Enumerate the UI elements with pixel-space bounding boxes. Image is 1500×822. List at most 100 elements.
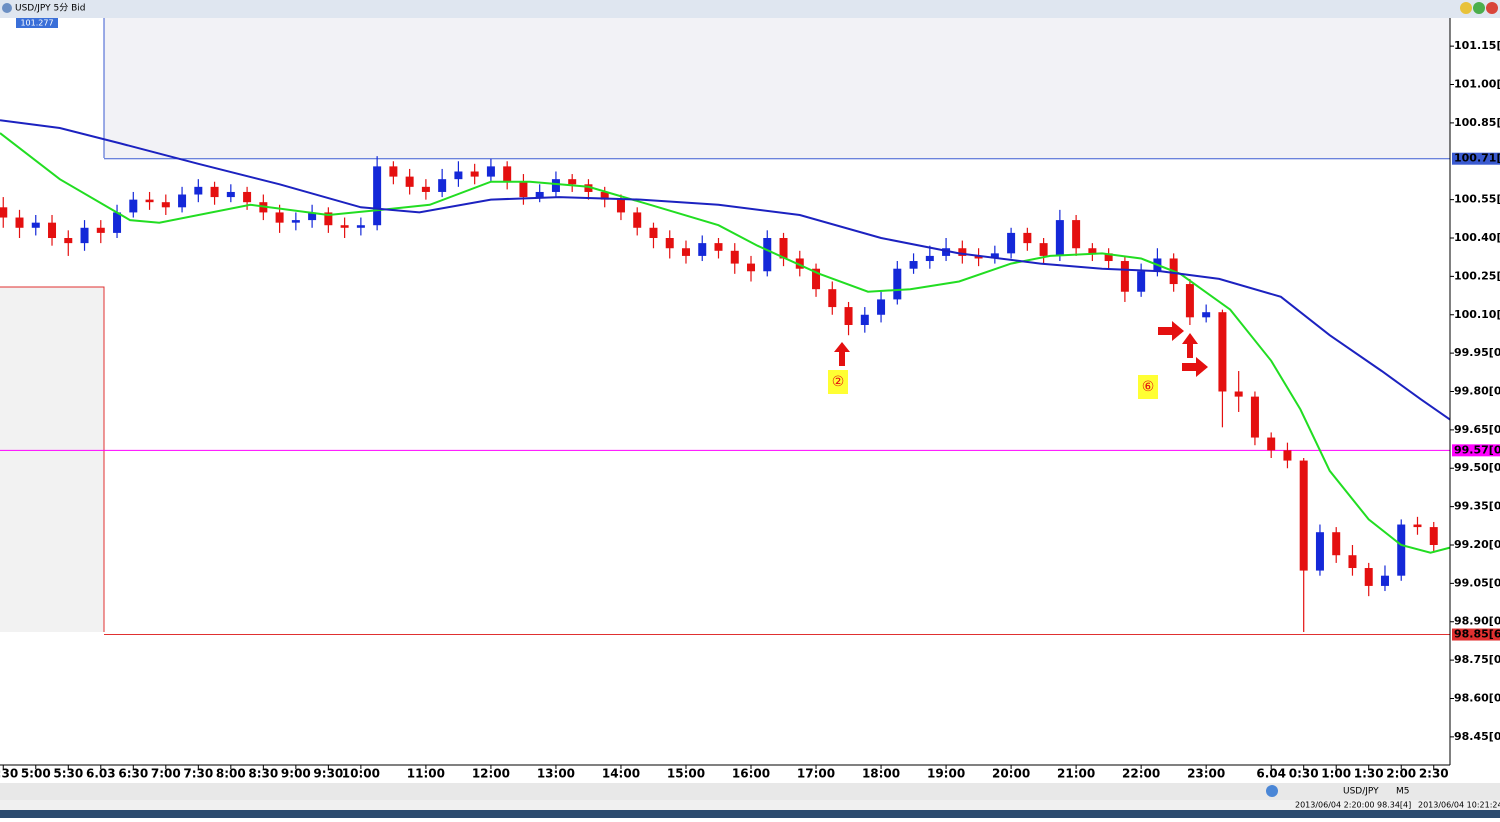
candle-body	[860, 314, 869, 325]
x-tick-label: 8:00	[216, 767, 246, 781]
x-tick-label: 21:00	[1057, 767, 1095, 781]
candle-body	[1397, 524, 1406, 576]
candle-body	[1039, 243, 1048, 256]
price-marker-box	[16, 18, 58, 28]
y-tick-label: 98.90[0]	[1454, 615, 1500, 628]
x-tick-label: 5:00	[21, 767, 51, 781]
level-label-box	[1452, 152, 1500, 165]
candle-body	[1234, 391, 1243, 397]
candle-body	[1023, 232, 1032, 244]
candle-body	[129, 199, 138, 213]
minimize-button[interactable]	[1460, 2, 1472, 14]
candle-body	[877, 299, 886, 315]
candle-body	[1332, 532, 1341, 556]
level-label-box	[1452, 628, 1500, 641]
candle-body	[747, 263, 756, 272]
y-tick-label: 100.10[0	[1454, 308, 1500, 321]
x-tick-label: 23:00	[1187, 767, 1225, 781]
candle-body	[925, 255, 934, 262]
scroll-thumb[interactable]	[1266, 785, 1278, 797]
candle-body	[438, 179, 447, 192]
candle-body	[178, 194, 187, 208]
candle-body	[1007, 232, 1016, 254]
candle-body	[0, 207, 8, 218]
x-tick-label: 5:30	[53, 767, 83, 781]
y-tick-label: 100.85[0	[1454, 116, 1500, 129]
candle-body	[15, 217, 24, 228]
annotation-box	[1138, 375, 1158, 399]
candle-body	[1055, 220, 1064, 256]
candle-body	[1218, 312, 1227, 392]
x-tick-label: 18:00	[862, 767, 900, 781]
y-tick-label: 100.55[0	[1454, 193, 1500, 206]
candle-body	[551, 179, 560, 192]
x-tick-label: 19:00	[927, 767, 965, 781]
x-tick-label: 17:00	[797, 767, 835, 781]
candle-body	[958, 248, 967, 256]
x-tick-label: 14:00	[602, 767, 640, 781]
x-tick-label: 15:00	[667, 767, 705, 781]
candle-body	[909, 261, 918, 269]
timeframe-selector[interactable]: M5	[1396, 787, 1410, 797]
scrollbar[interactable]	[0, 783, 1500, 800]
candle-body	[503, 166, 512, 182]
price-marker: 101.277	[20, 19, 53, 28]
moving-average	[0, 119, 1451, 421]
candle-body	[974, 255, 983, 259]
candle-body	[942, 248, 951, 256]
candle-body	[1364, 568, 1373, 586]
candle-body	[389, 166, 398, 177]
x-tick-label: 16:00	[732, 767, 770, 781]
candle-body	[405, 176, 414, 187]
candle-body	[1299, 460, 1308, 571]
candle-body	[145, 199, 154, 203]
candle-body	[243, 191, 252, 203]
candle-body	[80, 227, 89, 244]
candle-body	[1429, 527, 1438, 545]
candle-body	[795, 258, 804, 269]
status-clock: 2013/06/04 10:21:24	[1418, 801, 1500, 810]
level-label-box	[1452, 444, 1500, 457]
candle-body	[1380, 575, 1389, 586]
candle-body	[1185, 284, 1194, 318]
y-tick-label: 99.95[0]	[1454, 346, 1500, 359]
x-tick-label: 0:30	[1289, 767, 1319, 781]
x-tick-label: 2:00	[1386, 767, 1416, 781]
taskbar	[0, 810, 1500, 818]
x-tick-label: 11:00	[407, 767, 445, 781]
candle-body	[275, 212, 284, 223]
x-tick-label: 6:30	[118, 767, 148, 781]
candle-body	[649, 227, 658, 239]
candle-body	[1267, 437, 1276, 451]
x-tick-label: 22:00	[1122, 767, 1160, 781]
candle-body	[519, 181, 528, 198]
x-tick-label: 6.04	[1256, 767, 1286, 781]
annotation: ⑥	[1142, 379, 1155, 395]
candle-body	[600, 191, 609, 200]
annotation: ②	[832, 374, 845, 390]
candle-body	[308, 212, 317, 221]
candle-body	[698, 243, 707, 256]
x-tick-label: 7:00	[151, 767, 181, 781]
level-label: 99.57[0]	[1454, 443, 1500, 456]
y-tick-label: 100.25[0	[1454, 269, 1500, 282]
arrow	[1158, 321, 1184, 341]
y-tick-label: 98.45[0]	[1454, 730, 1500, 743]
x-tick-label: 1:00	[1321, 767, 1351, 781]
candle-body	[1348, 555, 1357, 569]
y-tick-label: 99.05[0]	[1454, 576, 1500, 589]
candle-body	[373, 166, 382, 226]
y-tick-label: 99.20[0]	[1454, 538, 1500, 551]
candle-body	[1202, 312, 1211, 318]
maximize-button[interactable]	[1473, 2, 1485, 14]
y-tick-label: 99.80[0]	[1454, 385, 1500, 398]
arrow	[834, 342, 850, 366]
x-tick-label: 9:00	[281, 767, 311, 781]
candle-body	[893, 268, 902, 300]
candle-body	[763, 238, 772, 272]
status-price: 98.34[4]	[1377, 801, 1411, 810]
x-tick-label: 20:00	[992, 767, 1030, 781]
symbol-selector[interactable]: USD/JPY	[1343, 787, 1379, 797]
candle-body	[828, 289, 837, 308]
close-button[interactable]	[1486, 2, 1498, 14]
